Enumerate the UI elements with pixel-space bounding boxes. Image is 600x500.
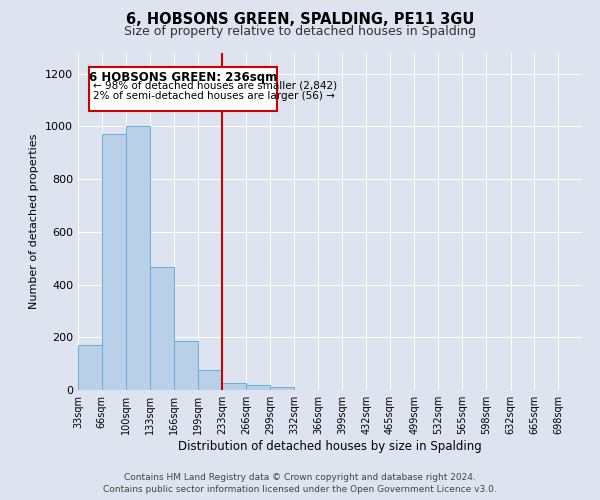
Y-axis label: Number of detached properties: Number of detached properties: [29, 134, 40, 309]
Bar: [102, 134, 125, 390]
Bar: [78, 345, 102, 390]
Bar: [150, 268, 174, 390]
Text: 6 HOBSONS GREEN: 236sqm: 6 HOBSONS GREEN: 236sqm: [89, 71, 277, 84]
FancyBboxPatch shape: [89, 67, 277, 110]
Bar: [223, 384, 246, 390]
X-axis label: Distribution of detached houses by size in Spalding: Distribution of detached houses by size …: [178, 440, 482, 453]
Text: 2% of semi-detached houses are larger (56) →: 2% of semi-detached houses are larger (5…: [93, 90, 335, 101]
Bar: [198, 370, 221, 390]
Text: 6, HOBSONS GREEN, SPALDING, PE11 3GU: 6, HOBSONS GREEN, SPALDING, PE11 3GU: [126, 12, 474, 28]
Bar: [127, 126, 150, 390]
Bar: [174, 341, 198, 390]
Bar: [270, 388, 294, 390]
Bar: [246, 384, 270, 390]
Text: ← 98% of detached houses are smaller (2,842): ← 98% of detached houses are smaller (2,…: [93, 80, 337, 90]
Text: Contains HM Land Registry data © Crown copyright and database right 2024.
Contai: Contains HM Land Registry data © Crown c…: [103, 472, 497, 494]
Text: Size of property relative to detached houses in Spalding: Size of property relative to detached ho…: [124, 25, 476, 38]
